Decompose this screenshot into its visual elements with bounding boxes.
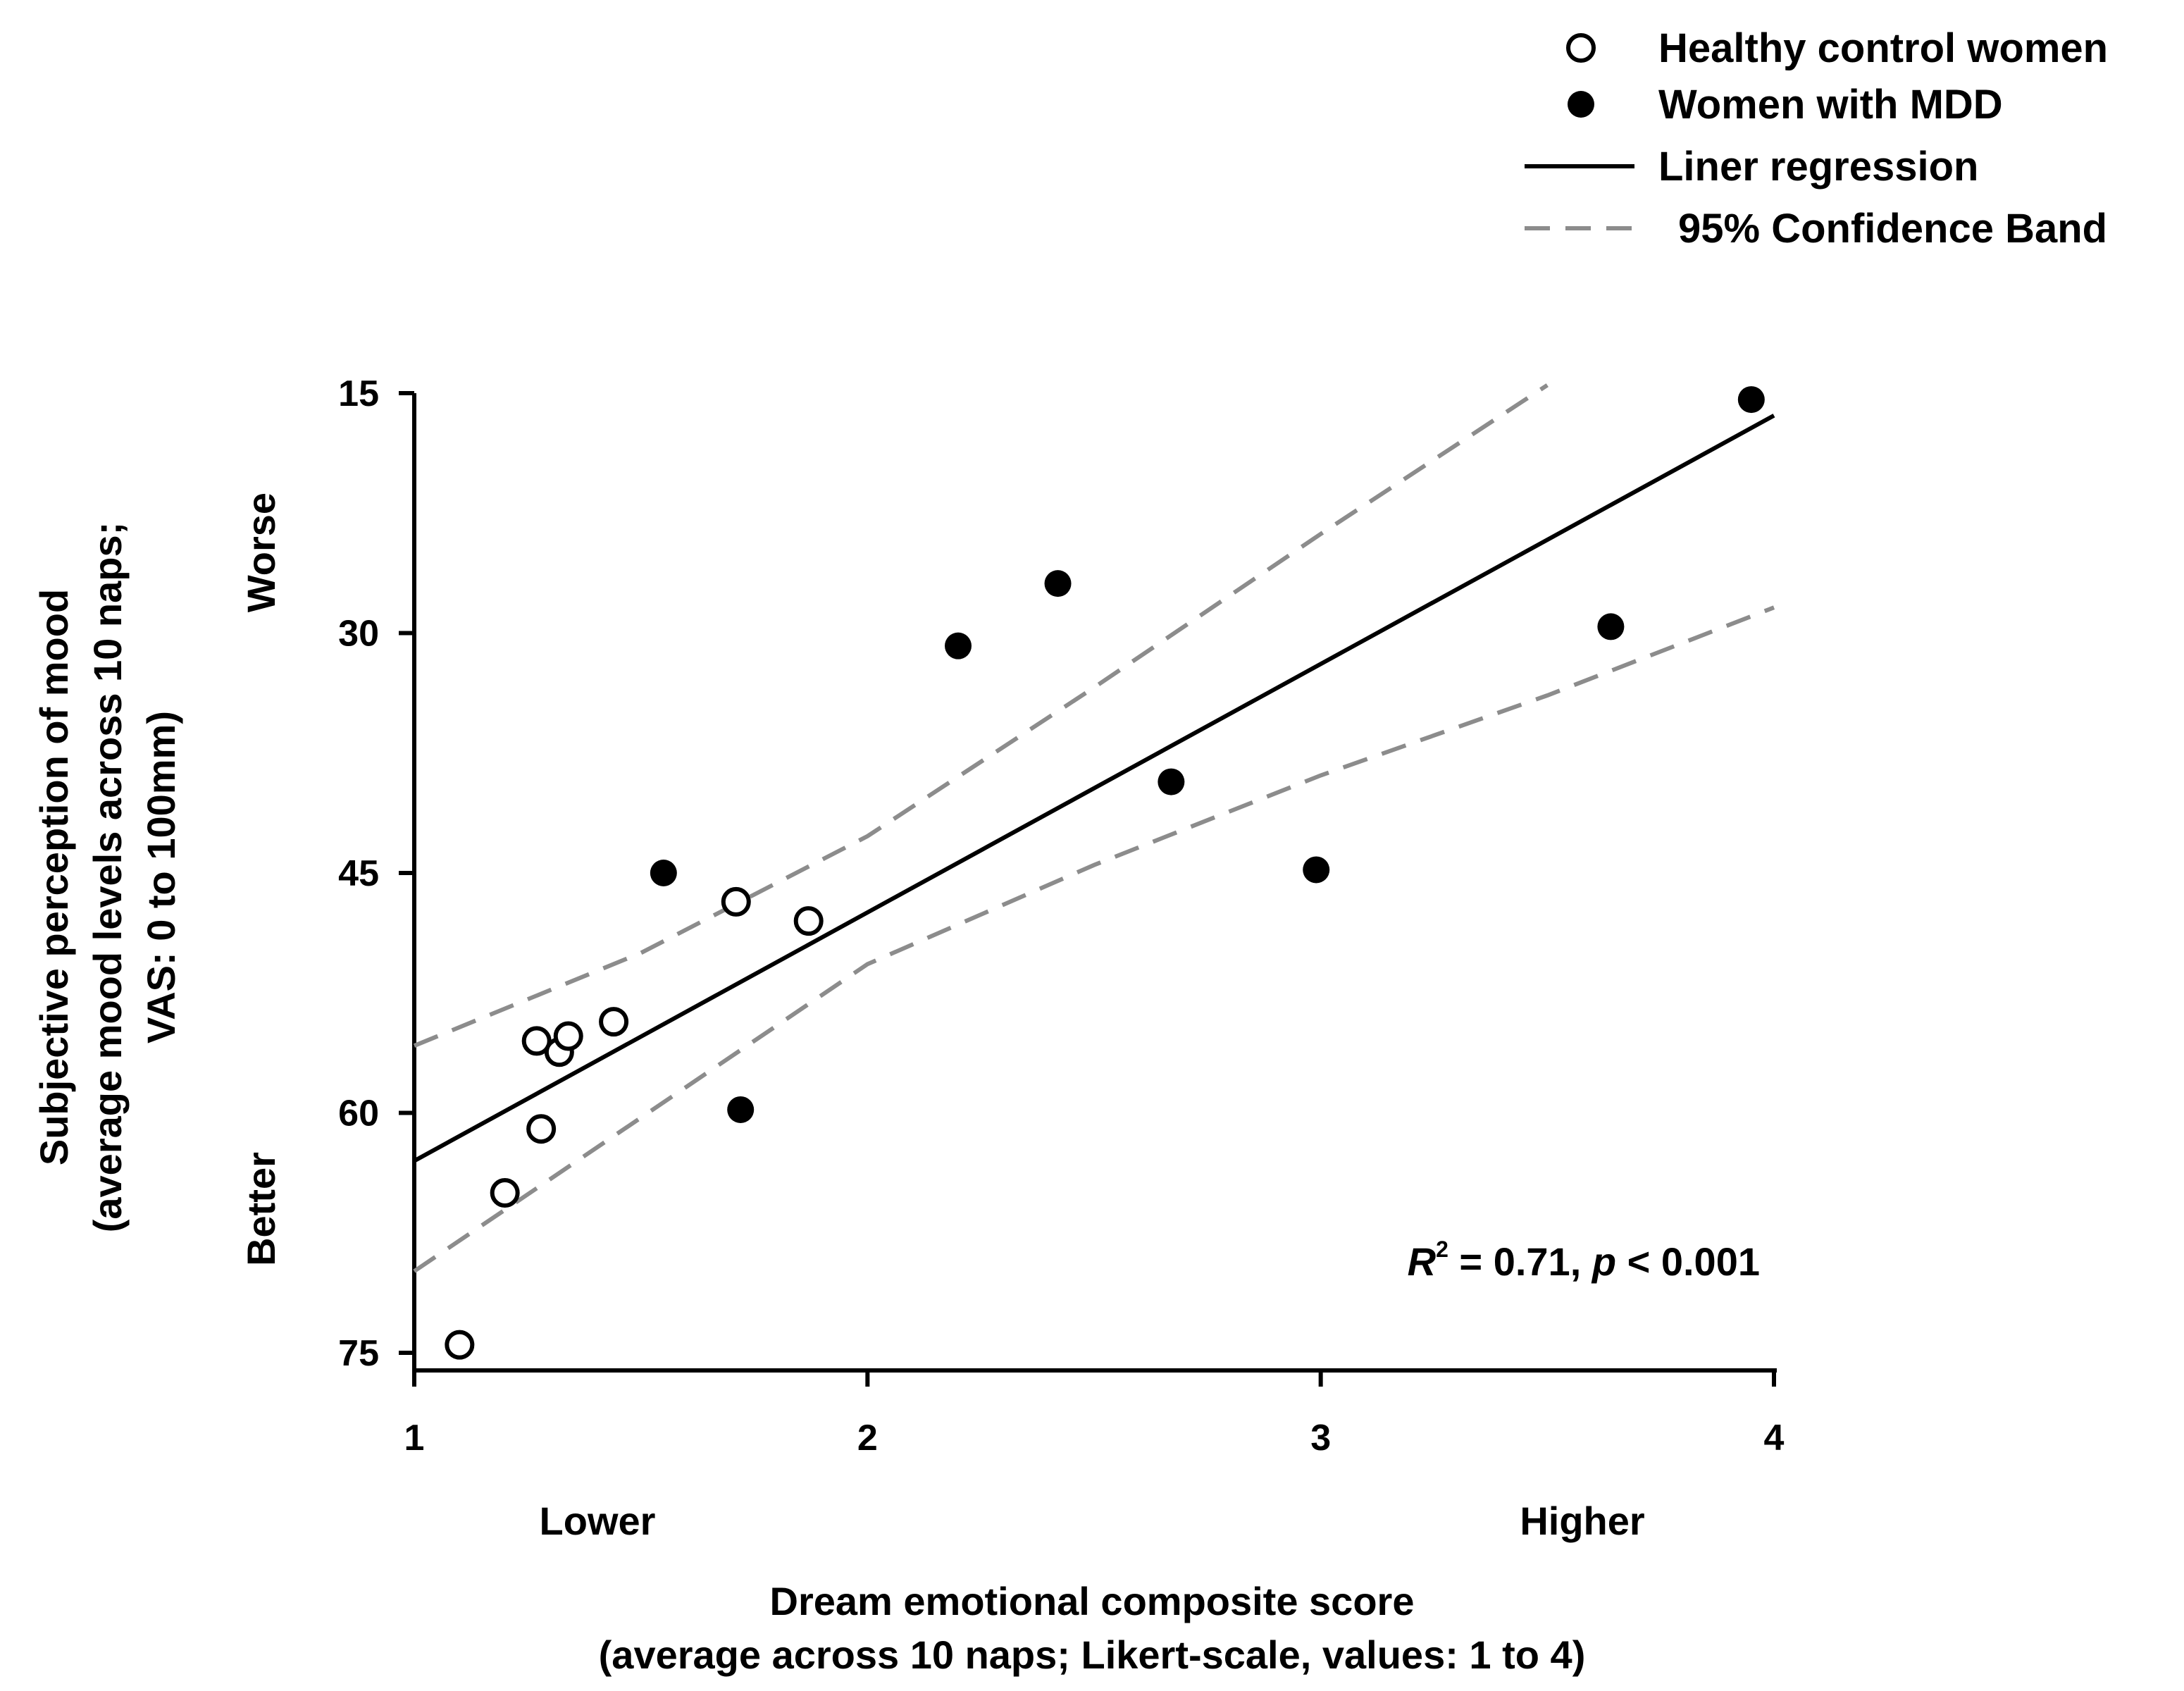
legend-label-mdd: Women with MDD	[1658, 82, 2003, 128]
regression-line	[413, 414, 1775, 1163]
regression-line-group	[413, 414, 1775, 1163]
y-tick-label: 75	[338, 1333, 379, 1374]
y-axis-title-line-1: Subjective perception of mood	[32, 589, 76, 1165]
x-axis-title-line-2: (average across 10 naps; Likert-scale, v…	[599, 1633, 1586, 1677]
point-healthy-control	[526, 1114, 557, 1144]
confidence-band	[413, 383, 1775, 1273]
r-superscript: 2	[1436, 1237, 1448, 1262]
point-mdd	[1158, 768, 1185, 795]
x-axis-title-line-1: Dream emotional composite score	[770, 1579, 1415, 1623]
x-tick-label: 4	[1764, 1418, 1785, 1458]
point-mdd	[1737, 386, 1765, 414]
y-range-label-better: Better	[239, 1152, 283, 1266]
p-label: p	[1591, 1239, 1616, 1284]
confidence-band-lower	[413, 605, 1775, 1273]
confidence-band-upper	[413, 383, 1549, 1048]
y-ticks: 15 30 45 60 75	[338, 373, 414, 1374]
point-mdd	[1303, 856, 1330, 884]
x-ticks: 1 2 3 4	[404, 1370, 1785, 1458]
point-mdd	[650, 860, 677, 886]
y-tick-label: 30	[338, 614, 379, 655]
axes	[412, 393, 1777, 1373]
point-mdd	[1597, 613, 1625, 640]
legend-label-confidence: 95% Confidence Band	[1678, 206, 2107, 252]
x-range-label-lower: Lower	[540, 1499, 656, 1543]
stats-text-end: < 0.001	[1616, 1239, 1760, 1284]
x-range-label-higher: Higher	[1520, 1499, 1644, 1543]
stats-annotation: R2 = 0.71, p < 0.001	[1408, 1237, 1760, 1284]
point-healthy-control	[490, 1178, 520, 1208]
x-tick-label: 3	[1310, 1418, 1331, 1458]
point-mdd	[945, 632, 972, 659]
x-axis-title: Dream emotional composite score (average…	[599, 1579, 1586, 1677]
y-tick-label: 60	[338, 1094, 379, 1134]
point-healthy-control	[553, 1021, 583, 1051]
y-tick-label: 15	[338, 373, 379, 414]
y-range-label-worse: Worse	[239, 493, 283, 612]
stats-text-mid: = 0.71,	[1448, 1239, 1592, 1284]
legend-marker-filled-circle	[1568, 91, 1594, 118]
point-healthy-control	[793, 906, 824, 936]
point-healthy-control	[721, 886, 751, 917]
y-axis-title-line-3: VAS: 0 to 100mm)	[139, 711, 183, 1043]
x-tick-label: 2	[857, 1418, 878, 1458]
x-tick-label: 1	[404, 1418, 425, 1458]
y-tick-label: 45	[338, 853, 379, 894]
legend-marker-open-circle	[1566, 33, 1596, 63]
point-healthy-control	[599, 1007, 629, 1037]
point-mdd	[727, 1096, 755, 1123]
y-axis-title-line-2: (average mood levels across 10 naps;	[85, 522, 130, 1233]
point-mdd	[1044, 570, 1072, 597]
legend: Healthy control women Women with MDD Lin…	[1525, 25, 2108, 252]
legend-label-regression: Liner regression	[1658, 144, 1978, 190]
y-axis-title: Subjective perception of mood (average m…	[32, 522, 183, 1233]
point-healthy-control	[521, 1026, 552, 1056]
point-healthy-control	[445, 1330, 475, 1360]
legend-label-healthy: Healthy control women	[1658, 25, 2108, 71]
r-label: R	[1408, 1239, 1437, 1284]
data-points	[445, 386, 1765, 1360]
